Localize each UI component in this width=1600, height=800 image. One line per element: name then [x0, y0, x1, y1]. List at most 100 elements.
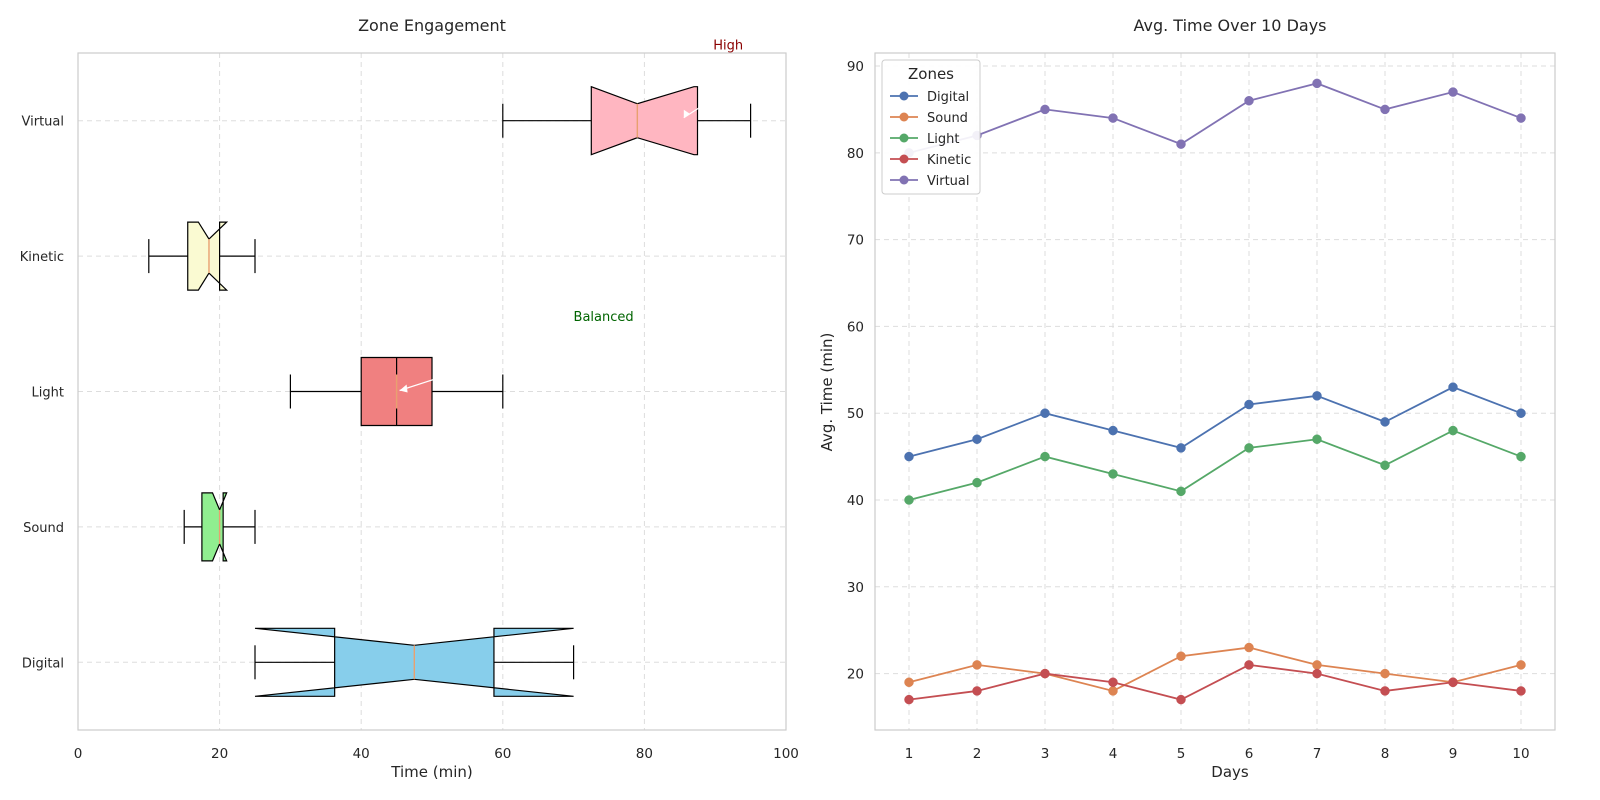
point-sound-8 [1380, 668, 1390, 679]
line-chart: Avg. Time Over 10 Days 1 2 3 4 5 6 7 8 9 10 20 30 4… [818, 16, 1556, 781]
point-sound-1 [904, 677, 914, 688]
line-ytick-70: 70 [847, 233, 864, 249]
point-digital-1 [904, 451, 914, 462]
point-light-1 [904, 495, 914, 505]
annotation-high-arrow [683, 94, 720, 119]
series-line-light [908, 429, 1522, 501]
box-chart-xlabel: Time (min) [390, 763, 472, 781]
point-virtual-3 [1040, 104, 1050, 115]
box-chart-title: Zone Engagement [358, 16, 506, 35]
box-annotations: High Balanced [399, 39, 743, 393]
legend-marker-kinetic [899, 154, 909, 164]
box-xtick-40: 40 [353, 746, 370, 762]
line-ytick-30: 30 [847, 580, 864, 596]
annotation-high-arrowhead [683, 109, 690, 118]
box-xtick-100: 100 [773, 746, 799, 762]
line-ytick-20: 20 [847, 667, 864, 683]
point-kinetic-7 [1312, 668, 1322, 679]
line-ytick-80: 80 [847, 146, 864, 162]
point-kinetic-10 [1516, 686, 1526, 696]
line-y-ticks: 20 30 40 50 60 70 80 90 [847, 59, 864, 683]
line-ytick-90: 90 [847, 59, 864, 75]
box-x-ticks: 0 20 40 60 80 100 [74, 746, 799, 762]
legend-item-light: Light [890, 132, 959, 147]
annotation-high: High [713, 39, 743, 54]
point-kinetic-6 [1244, 660, 1254, 670]
annotation-balanced: Balanced [574, 310, 634, 325]
box-category-digital: Digital [22, 656, 64, 671]
point-kinetic-3 [1040, 668, 1050, 679]
box-marks [148, 85, 752, 697]
point-digital-2 [972, 434, 982, 444]
box-body-sound [201, 492, 228, 562]
line-xtick-5: 5 [1177, 746, 1186, 762]
box-body-kinetic [187, 221, 229, 291]
box-category-virtual: Virtual [22, 115, 64, 130]
box-xtick-0: 0 [74, 746, 83, 762]
series-line-digital [908, 386, 1522, 458]
legend-label-virtual: Virtual [927, 174, 969, 189]
series-light [904, 425, 1526, 505]
line-marks [904, 78, 1526, 705]
point-sound-5 [1176, 651, 1186, 661]
line-xtick-3: 3 [1041, 746, 1050, 762]
point-light-2 [972, 477, 982, 488]
point-kinetic-8 [1380, 686, 1390, 696]
point-sound-10 [1516, 660, 1526, 670]
point-kinetic-1 [904, 694, 914, 705]
line-chart-frame [874, 52, 1556, 731]
point-digital-7 [1312, 391, 1322, 401]
line-xtick-8: 8 [1381, 746, 1390, 762]
point-digital-3 [1040, 408, 1050, 418]
point-kinetic-5 [1176, 694, 1186, 705]
box-category-kinetic: Kinetic [20, 250, 64, 265]
box-chart-frame [77, 52, 787, 731]
legend: Zones Digital Sound Light Kinetic Virtual [881, 59, 981, 195]
point-kinetic-9 [1448, 677, 1458, 688]
line-xtick-1: 1 [905, 746, 914, 762]
point-virtual-8 [1380, 104, 1390, 115]
line-x-ticks: 1 2 3 4 5 6 7 8 9 10 [905, 746, 1530, 762]
line-xtick-7: 7 [1313, 746, 1322, 762]
point-digital-8 [1380, 417, 1390, 427]
point-digital-4 [1108, 425, 1118, 436]
box-chart: Zone Engagement High Balanced 0 20 40 60 80 10… [20, 16, 799, 781]
box-xtick-20: 20 [211, 746, 228, 762]
series-line-virtual [908, 82, 1522, 154]
annotation-balanced-arrowhead [399, 384, 408, 393]
box-sound [183, 492, 256, 562]
box-xtick-80: 80 [636, 746, 653, 762]
line-xtick-2: 2 [973, 746, 982, 762]
legend-item-sound: Sound [890, 111, 968, 126]
point-light-10 [1516, 451, 1526, 462]
point-light-3 [1040, 451, 1050, 462]
point-digital-6 [1244, 399, 1254, 410]
point-sound-7 [1312, 660, 1322, 670]
legend-marker-digital [899, 91, 909, 101]
legend-marker-virtual [899, 175, 909, 185]
point-sound-4 [1108, 686, 1118, 696]
point-kinetic-4 [1108, 677, 1118, 688]
point-light-5 [1176, 486, 1186, 497]
series-line-kinetic [908, 663, 1522, 701]
series-line-sound [908, 646, 1522, 692]
point-virtual-7 [1312, 78, 1322, 89]
point-digital-5 [1176, 443, 1186, 453]
point-digital-9 [1448, 382, 1458, 392]
point-light-7 [1312, 434, 1322, 444]
line-xtick-4: 4 [1109, 746, 1118, 762]
line-ytick-50: 50 [847, 406, 864, 422]
line-ytick-60: 60 [847, 319, 864, 335]
point-light-8 [1380, 460, 1390, 471]
point-light-6 [1244, 443, 1254, 453]
line-xtick-6: 6 [1245, 746, 1254, 762]
box-xtick-60: 60 [494, 746, 511, 762]
series-digital [904, 382, 1526, 462]
box-kinetic [148, 221, 256, 291]
legend-marker-sound [899, 112, 909, 122]
point-virtual-6 [1244, 95, 1254, 106]
line-xtick-10: 10 [1512, 746, 1529, 762]
legend-item-kinetic: Kinetic [890, 153, 971, 168]
legend-title: Zones [908, 65, 954, 83]
